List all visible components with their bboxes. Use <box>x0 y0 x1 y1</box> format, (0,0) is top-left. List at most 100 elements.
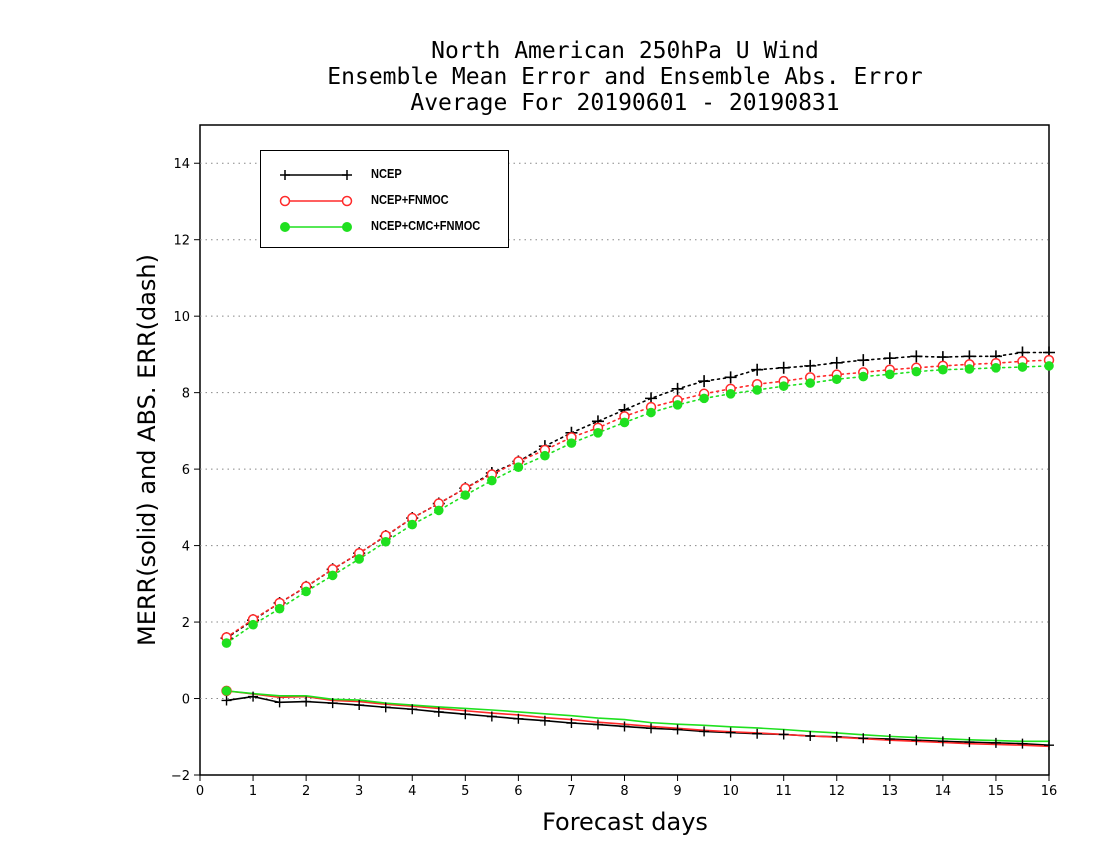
mean-err-point-ncep <box>566 718 577 728</box>
mean-err-point-ncep <box>486 711 497 722</box>
x-tick-label: 15 <box>988 784 1005 799</box>
abs-err-point-ncep-cmc-fnmoc <box>672 400 683 410</box>
abs-err-point-ncep-cmc-fnmoc <box>699 393 709 404</box>
mean-err-point-ncep <box>964 737 975 748</box>
abs-err-point-ncep <box>804 359 817 372</box>
abs-err-point-ncep-cmc-fnmoc <box>487 475 497 486</box>
mean-err-point-ncep <box>248 691 259 702</box>
mean-err-point-ncep <box>990 737 1001 748</box>
abs-err-point-ncep-cmc-fnmoc <box>646 407 656 418</box>
legend-label-ncep-fnmoc: NCEP+FNMOC <box>371 192 449 207</box>
mean-err-point-ncep <box>1044 740 1054 751</box>
y-tick-label: 6 <box>182 463 190 478</box>
abs-err-point-ncep <box>777 361 790 374</box>
abs-err-point-ncep <box>883 352 896 365</box>
x-tick-label: 16 <box>1041 784 1058 799</box>
mean-err-point-ncep <box>592 719 603 730</box>
mean-err-point-ncep <box>752 728 763 739</box>
x-tick-label: 12 <box>828 784 845 799</box>
y-tick-label: 10 <box>173 310 190 325</box>
abs-err-point-ncep-cmc-fnmoc <box>248 619 258 630</box>
x-tick-label: 9 <box>673 784 681 799</box>
abs-err-point-ncep <box>857 354 870 367</box>
mean-err-point-ncep <box>858 733 869 744</box>
legend-label-ncep-cmc-fnmoc: NCEP+CMC+FNMOC <box>371 218 481 233</box>
mean-err-line-ncep-cmc-fnmoc <box>226 690 1049 743</box>
mean-err-point-ncep <box>805 731 816 741</box>
mean-err-point-ncep <box>699 726 710 737</box>
mean-err-point-ncep <box>831 731 842 742</box>
abs-err-point-ncep-cmc-fnmoc <box>593 427 603 438</box>
abs-err-point-ncep-cmc-fnmoc <box>1017 362 1028 372</box>
legend-markers <box>279 170 353 232</box>
y-tick-label: 2 <box>182 616 190 631</box>
abs-err-point-ncep <box>910 350 923 363</box>
abs-err-point-ncep <box>751 363 764 376</box>
x-tick-label: 5 <box>461 784 469 799</box>
mean-err-point-ncep <box>911 735 922 746</box>
chart-title-line-1: North American 250hPa U Wind <box>431 38 819 64</box>
x-tick-label: 7 <box>567 784 575 799</box>
mean-err-point-ncep <box>407 704 418 715</box>
mean-err-point-ncep <box>433 706 444 717</box>
mean-err-point-ncep <box>460 709 471 720</box>
mean-err-point-ncep <box>646 723 657 734</box>
x-tick-label: 2 <box>302 784 310 799</box>
y-tick-label: 14 <box>173 157 190 172</box>
x-tick-label: 6 <box>514 784 522 799</box>
abs-err-line-ncep <box>225 351 1050 639</box>
abs-err-point-ncep-cmc-fnmoc <box>380 536 391 547</box>
abs-err-line-ncep-fnmoc <box>225 359 1050 639</box>
x-tick-label: 14 <box>935 784 952 799</box>
legend-swatch-ncep-cmc-fnmoc <box>280 222 352 232</box>
mean-err-point-ncep <box>221 695 232 706</box>
x-tick-label: 1 <box>249 784 257 799</box>
mean-err-line-ncep-fnmoc <box>226 690 1050 748</box>
abs-err-point-ncep-cmc-fnmoc <box>354 554 364 564</box>
mean-err-point-ncep <box>380 702 391 713</box>
abs-err-point-ncep-cmc-fnmoc <box>991 362 1001 373</box>
legend-label-ncep: NCEP <box>371 166 402 181</box>
legend: NCEP NCEP+FNMOC NCEP+CMC+FNMOC <box>260 150 509 248</box>
mean-err-point-ncep <box>619 721 630 732</box>
mean-err-point-ncep <box>354 700 365 711</box>
y-tick-label: −2 <box>171 769 190 784</box>
y-axis-label: MERR(solid) and ABS. ERR(dash) <box>133 254 161 646</box>
legend-swatch-ncep <box>280 170 352 180</box>
abs-err-point-ncep-cmc-fnmoc <box>885 369 895 380</box>
abs-err-point-ncep-cmc-fnmoc <box>805 378 816 388</box>
abs-err-point-ncep-cmc-fnmoc <box>752 385 762 395</box>
mean-err-point-ncep <box>884 734 895 745</box>
abs-err-point-ncep <box>698 375 711 388</box>
y-tick-label: 0 <box>182 693 190 708</box>
abs-err-point-ncep-cmc-fnmoc <box>1044 361 1054 371</box>
mean-err-point-ncep <box>301 696 312 707</box>
mean-err-point-ncep <box>778 729 789 740</box>
mean-err-point-ncep <box>672 724 683 735</box>
abs-err-line-ncep-cmc-fnmoc <box>225 365 1050 644</box>
y-tick-label: 8 <box>182 387 190 402</box>
x-tick-label: 13 <box>882 784 899 799</box>
mean-err-point-ncep <box>725 727 736 738</box>
legend-swatch-ncep-fnmoc <box>279 195 353 207</box>
x-tick-label: 10 <box>722 784 739 799</box>
abs-err-point-ncep-cmc-fnmoc <box>831 374 842 385</box>
y-tick-label: 12 <box>173 234 190 249</box>
mean-err-point-ncep <box>539 715 550 726</box>
abs-err-point-ncep-cmc-fnmoc <box>964 364 975 374</box>
abs-err-point-ncep-cmc-fnmoc <box>513 462 524 473</box>
mean-err-point-ncep <box>327 698 338 709</box>
chart-title-line-3: Average For 20190601 - 20190831 <box>410 90 840 116</box>
abs-err-point-ncep-cmc-fnmoc <box>407 519 418 530</box>
abs-err-point-ncep-cmc-fnmoc <box>460 490 471 500</box>
abs-err-point-ncep <box>671 382 684 395</box>
abs-err-point-ncep <box>724 371 737 384</box>
mean-err-point-ncep <box>937 736 948 747</box>
chart-title-line-2: Ensemble Mean Error and Ensemble Abs. Er… <box>327 64 923 90</box>
abs-err-point-ncep-cmc-fnmoc <box>433 505 444 516</box>
x-tick-label: 8 <box>620 784 628 799</box>
x-tick-label: 11 <box>775 784 792 799</box>
abs-err-point-ncep-cmc-fnmoc <box>274 603 285 614</box>
abs-err-point-ncep-cmc-fnmoc <box>911 366 922 377</box>
